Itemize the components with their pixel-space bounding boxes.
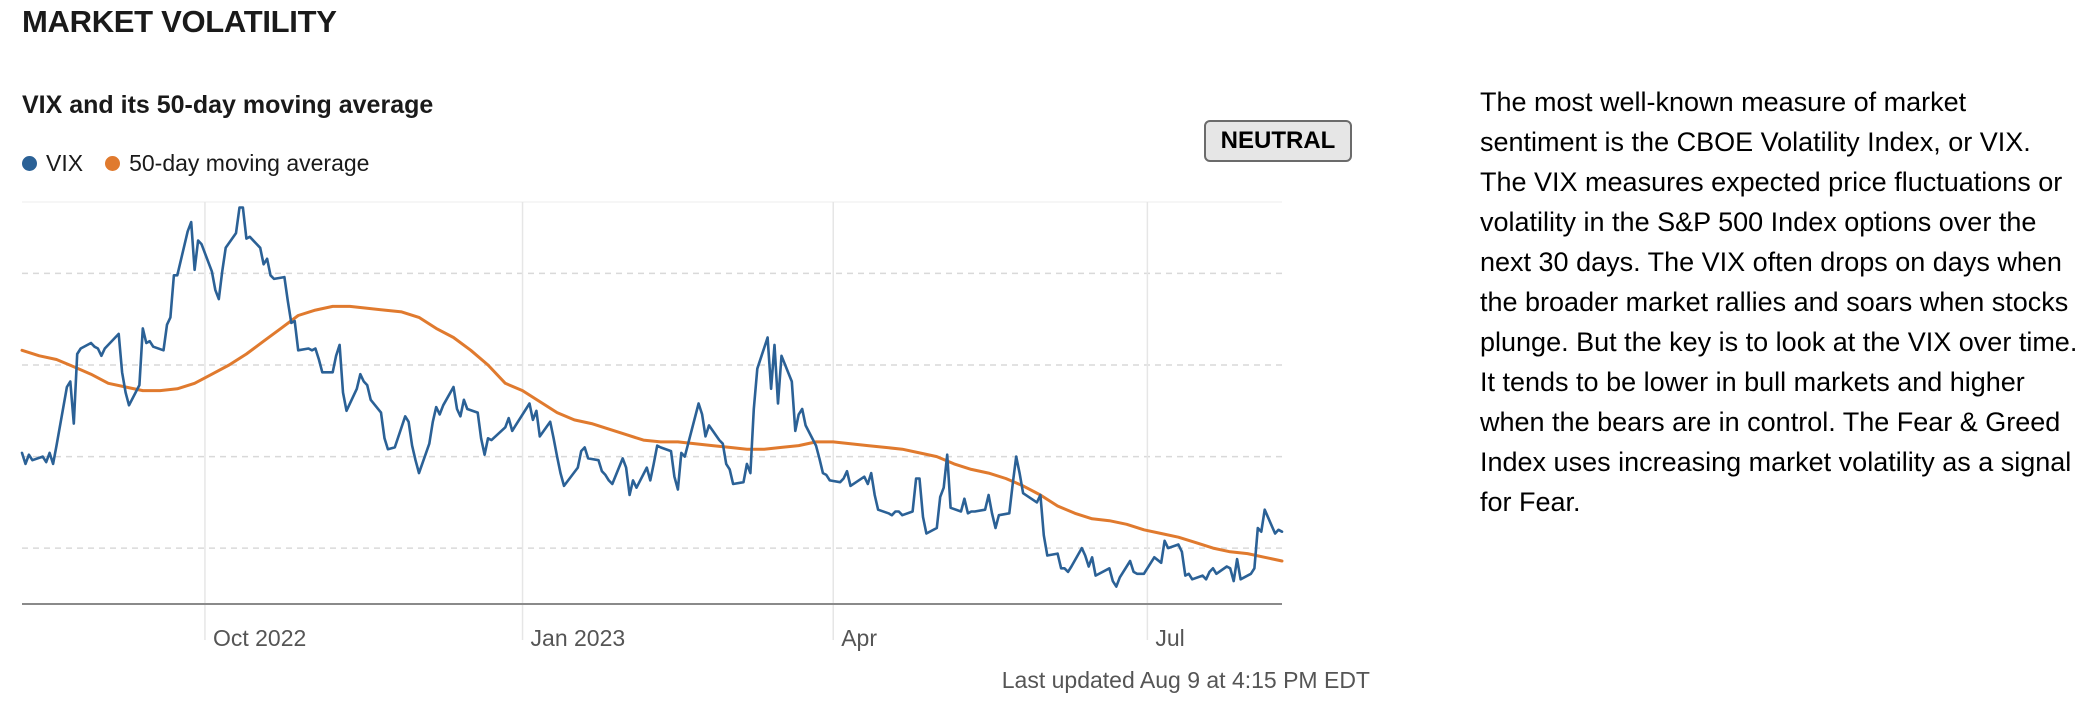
x-tick-label: Jan 2023 [531, 625, 626, 651]
x-tick-label: Jul [1155, 625, 1184, 651]
legend-label-vix: VIX [46, 150, 84, 176]
legend-item-vix: VIX [22, 150, 83, 177]
x-tick-label: Oct 2022 [213, 625, 306, 651]
last-updated-text: Last updated Aug 9 at 4:15 PM EDT [1001, 667, 1370, 693]
legend-item-moving-average: 50-day moving average [105, 150, 369, 177]
moving-average-series-line [20, 304, 1284, 563]
legend-label-moving-average: 50-day moving average [129, 150, 370, 176]
vix-series-line [20, 206, 1284, 588]
description-text: The most well-known measure of market se… [1480, 87, 2078, 517]
x-tick-label: Apr [841, 625, 877, 651]
vix-legend-dot-icon [22, 156, 37, 171]
section-title: MARKET VOLATILITY [22, 4, 337, 39]
chart-legend: VIX 50-day moving average [22, 150, 391, 177]
rating-badge: NEUTRAL [1204, 120, 1352, 162]
moving-average-legend-dot-icon [105, 156, 121, 171]
chart-title: VIX and its 50-day moving average [22, 91, 434, 119]
